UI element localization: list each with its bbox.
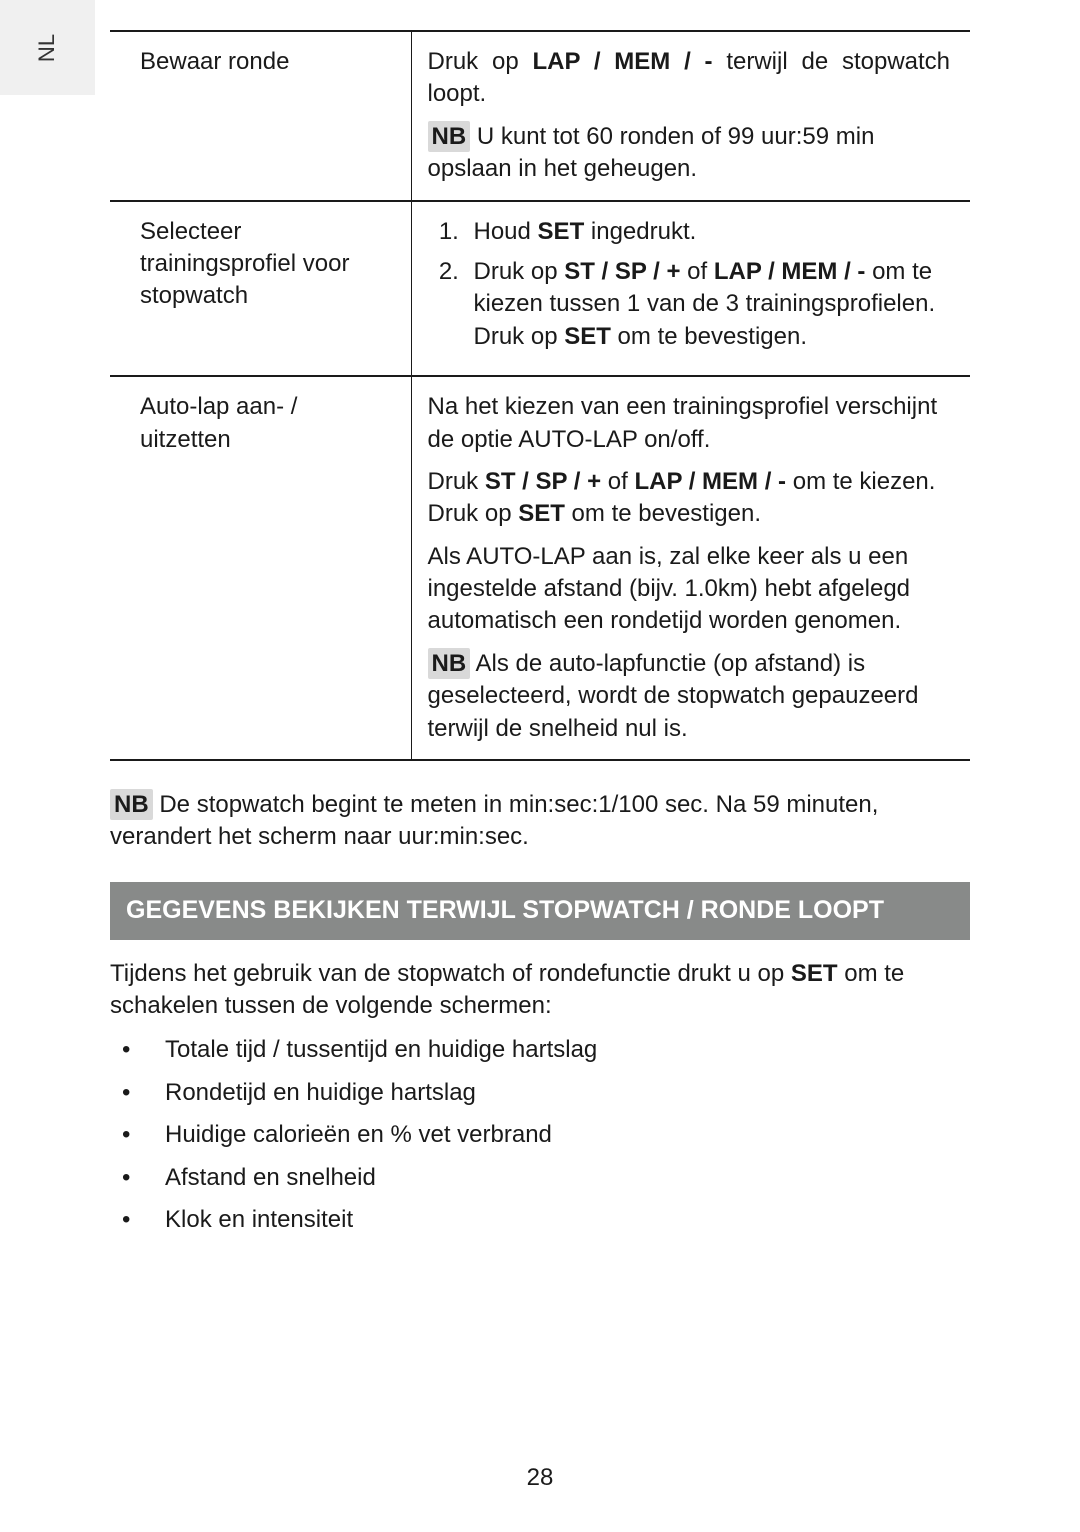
table-row: Bewaar ronde Druk op LAP / MEM / - terwi… xyxy=(110,31,970,201)
table-row: Selecteer trainingsprofiel voor stopwatc… xyxy=(110,201,970,377)
text-bold: LAP / MEM / - xyxy=(532,48,712,75)
text: ingedrukt. xyxy=(584,218,696,245)
text-bold: LAP / MEM / - xyxy=(634,468,786,495)
text-bold: SET xyxy=(518,500,565,527)
list-item: Afstand en snelheid xyxy=(110,1162,970,1194)
text-bold: SET xyxy=(791,960,838,987)
text: Druk op xyxy=(474,258,565,285)
text: U kunt tot 60 ronden of 99 uur:59 min op… xyxy=(428,123,875,182)
note-paragraph: NB De stopwatch begint te meten in min:s… xyxy=(110,789,970,854)
text: of xyxy=(601,468,634,495)
text: De stopwatch begint te meten in min:sec:… xyxy=(110,791,878,850)
text: Druk xyxy=(428,468,485,495)
text: Als de auto-lapfunctie (op afstand) is g… xyxy=(428,650,919,742)
cell-label: Selecteer trainingsprofiel voor stopwatc… xyxy=(110,201,411,377)
cell-label: Bewaar ronde xyxy=(110,31,411,201)
page-content: Bewaar ronde Druk op LAP / MEM / - terwi… xyxy=(0,0,1080,1236)
text: om te bevestigen. xyxy=(611,323,807,350)
page-number: 28 xyxy=(0,1464,1080,1492)
text: of xyxy=(680,258,713,285)
text-bold: SET xyxy=(538,218,585,245)
text-bold: SET xyxy=(564,323,611,350)
text-block: Druk op LAP / MEM / - terwijl de stopwat… xyxy=(428,46,951,111)
section-header: GEGEVENS BEKIJKEN TERWIJL STOPWATCH / RO… xyxy=(110,882,970,940)
body-paragraph: Tijdens het gebruik van de stopwatch of … xyxy=(110,958,970,1023)
cell-desc: Houd SET ingedrukt. Druk op ST / SP / + … xyxy=(411,201,970,377)
list-item: Klok en intensiteit xyxy=(110,1204,970,1236)
text-block: NB Als de auto-lapfunctie (op afstand) i… xyxy=(428,648,951,745)
instruction-table: Bewaar ronde Druk op LAP / MEM / - terwi… xyxy=(110,30,970,761)
text-block: Als AUTO-LAP aan is, zal elke keer als u… xyxy=(428,541,951,638)
list-item: Rondetijd en huidige hartslag xyxy=(110,1077,970,1109)
text: Tijdens het gebruik van de stopwatch of … xyxy=(110,960,791,987)
nb-badge: NB xyxy=(110,789,153,820)
nb-badge: NB xyxy=(428,648,471,679)
language-label: NL xyxy=(35,33,61,61)
text: om te bevestigen. xyxy=(565,500,761,527)
text: Druk op xyxy=(428,48,533,75)
text: Houd xyxy=(474,218,538,245)
list-item: Totale tijd / tussentijd en huidige hart… xyxy=(110,1034,970,1066)
ordered-list: Houd SET ingedrukt. Druk op ST / SP / + … xyxy=(428,216,951,354)
text-bold: ST / SP / + xyxy=(564,258,680,285)
text-bold: ST / SP / + xyxy=(485,468,601,495)
text-block: Druk ST / SP / + of LAP / MEM / - om te … xyxy=(428,466,951,531)
nb-badge: NB xyxy=(428,121,471,152)
language-tab: NL xyxy=(0,0,95,95)
text-bold: LAP / MEM / - xyxy=(714,258,866,285)
table-row: Auto-lap aan- / uitzetten Na het kiezen … xyxy=(110,376,970,760)
list-item: Huidige calorieën en % vet verbrand xyxy=(110,1119,970,1151)
text-block: NB U kunt tot 60 ronden of 99 uur:59 min… xyxy=(428,121,951,186)
bullet-list: Totale tijd / tussentijd en huidige hart… xyxy=(110,1034,970,1236)
list-item: Druk op ST / SP / + of LAP / MEM / - om … xyxy=(466,256,951,353)
cell-desc: Druk op LAP / MEM / - terwijl de stopwat… xyxy=(411,31,970,201)
list-item: Houd SET ingedrukt. xyxy=(466,216,951,248)
cell-label: Auto-lap aan- / uitzetten xyxy=(110,376,411,760)
text-block: Na het kiezen van een trainingsprofiel v… xyxy=(428,391,951,456)
cell-desc: Na het kiezen van een trainingsprofiel v… xyxy=(411,376,970,760)
